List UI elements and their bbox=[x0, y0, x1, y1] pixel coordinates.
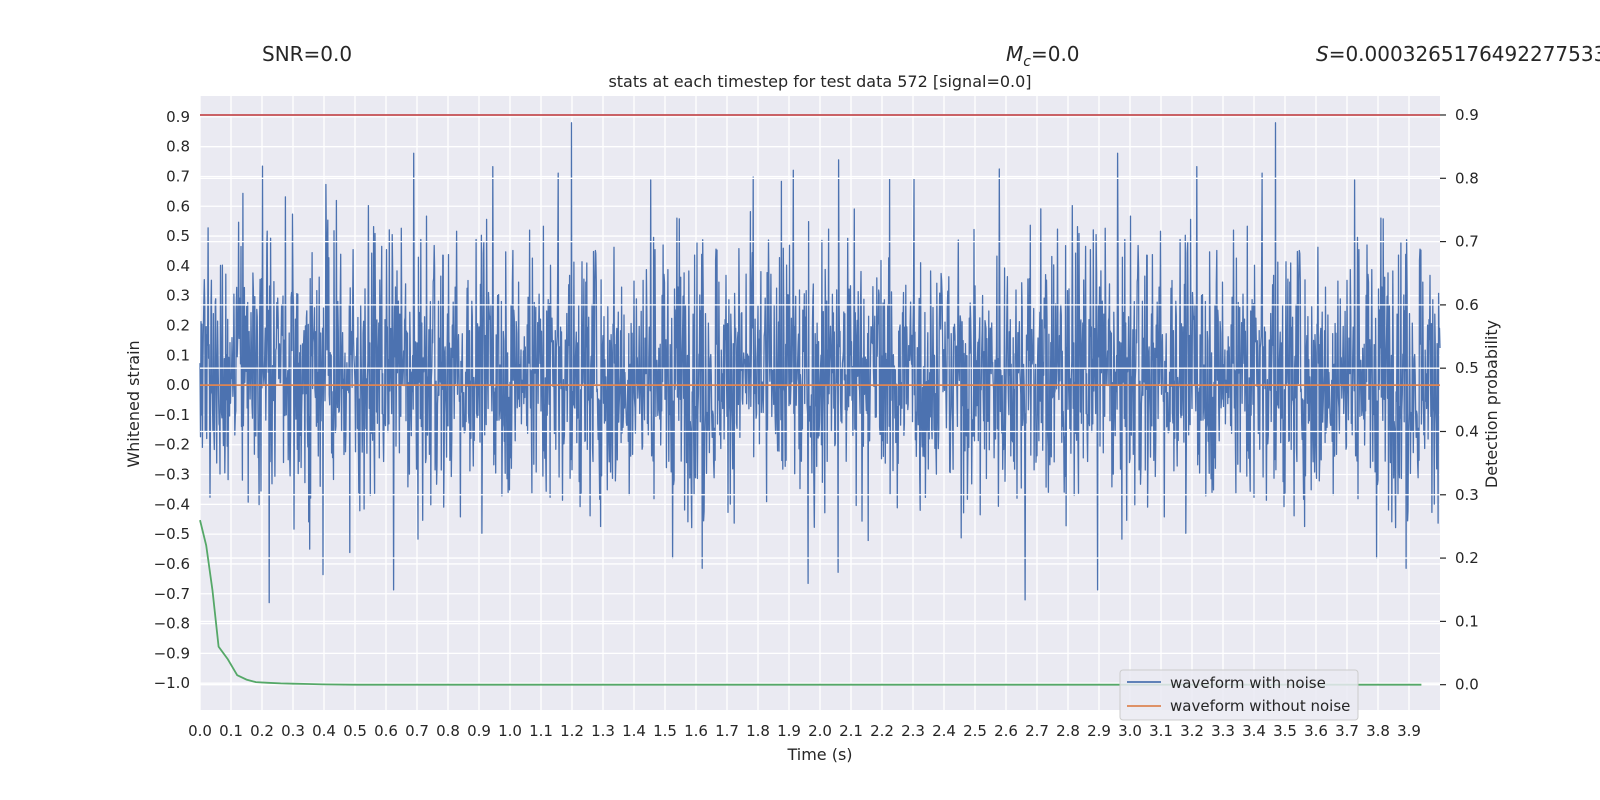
snr-label: SNR=0.0 bbox=[262, 42, 352, 66]
x-tick-label: 0.3 bbox=[281, 722, 305, 740]
overlay-series-layer bbox=[199, 114, 1440, 686]
y-tick-label: 0.2 bbox=[166, 317, 190, 335]
x-tick-label: 3.2 bbox=[1180, 722, 1204, 740]
x-tick-label: 0.8 bbox=[436, 722, 460, 740]
x-tick-label: 0.1 bbox=[219, 722, 243, 740]
x-tick-label: 3.7 bbox=[1335, 722, 1359, 740]
x-tick-label: 1.5 bbox=[653, 722, 677, 740]
x-tick-label: 0.6 bbox=[374, 722, 398, 740]
chirp-mass-label: Mc=0.0 bbox=[1006, 42, 1080, 70]
y-tick-label: −1.0 bbox=[154, 674, 190, 692]
y-axis-label: Whitened strain bbox=[124, 340, 143, 467]
y-tick-label: −0.6 bbox=[154, 555, 190, 573]
x-tick-label: 3.1 bbox=[1149, 722, 1173, 740]
legend-label-waveform-without-noise: waveform without noise bbox=[1170, 697, 1350, 715]
x-tick-label: 3.3 bbox=[1211, 722, 1235, 740]
y2-axis-label: Detection probability bbox=[1482, 320, 1501, 488]
y-tick-label: 0.6 bbox=[166, 197, 190, 215]
y2-tick-label: 0.1 bbox=[1455, 612, 1479, 630]
s-value: =0.0003265176492277533 bbox=[1329, 42, 1600, 66]
x-tick-label: 2.2 bbox=[870, 722, 894, 740]
y-tick-label: −0.3 bbox=[154, 466, 190, 484]
x-tick-label: 1.1 bbox=[529, 722, 553, 740]
chirp-mass-subscript: c bbox=[1023, 54, 1031, 70]
x-tick-label: 1.2 bbox=[560, 722, 584, 740]
plot-area bbox=[199, 96, 1441, 710]
y2-tick-label: 0.2 bbox=[1455, 549, 1479, 567]
y-tick-label: 0.9 bbox=[166, 108, 190, 126]
x-tick-label: 0.7 bbox=[405, 722, 429, 740]
x-tick-label: 3.6 bbox=[1304, 722, 1328, 740]
x-tick-label: 3.8 bbox=[1366, 722, 1390, 740]
y-tick-label: −0.1 bbox=[154, 406, 190, 424]
y2-tick-label: 0.9 bbox=[1455, 106, 1479, 124]
x-tick-label: 1.3 bbox=[591, 722, 615, 740]
x-tick-label: 0.9 bbox=[467, 722, 491, 740]
y-tick-label: 0.5 bbox=[166, 227, 190, 245]
legend-box bbox=[1119, 669, 1359, 721]
s-symbol: S bbox=[1316, 42, 1329, 66]
x-tick-label: 2.5 bbox=[963, 722, 987, 740]
series-detection-probability bbox=[199, 519, 1422, 686]
x-tick-label: 2.1 bbox=[839, 722, 863, 740]
x-tick-label: 1.4 bbox=[622, 722, 646, 740]
x-tick-label: 3.9 bbox=[1397, 722, 1421, 740]
x-tick-label: 1.9 bbox=[777, 722, 801, 740]
x-tick-label: 2.8 bbox=[1056, 722, 1080, 740]
y-tick-label: 0.4 bbox=[166, 257, 190, 275]
x-tick-label: 3.5 bbox=[1273, 722, 1297, 740]
y-tick-label: −0.8 bbox=[154, 615, 190, 633]
x-tick-label: 2.4 bbox=[932, 722, 956, 740]
y-tick-label: −0.2 bbox=[154, 436, 190, 454]
y2-tick-label: 0.5 bbox=[1455, 359, 1479, 377]
y-tick-labels: 0.9 0.8 0.7 0.6 0.5 0.4 0.3 0.2 0.1 0.0 −0.1 −0.2 −0… bbox=[154, 108, 190, 692]
y-tick-label: 0.8 bbox=[166, 138, 190, 156]
x-tick-label: 0.4 bbox=[312, 722, 336, 740]
y2-tick-label: 0.8 bbox=[1455, 169, 1479, 187]
y-tick-label: −0.5 bbox=[154, 525, 190, 543]
y-tick-label: −0.4 bbox=[154, 495, 190, 513]
x-tick-label: 0.2 bbox=[250, 722, 274, 740]
chirp-mass-value: =0.0 bbox=[1031, 42, 1080, 66]
x-tick-label: 1.0 bbox=[498, 722, 522, 740]
y2-tick-label: 0.0 bbox=[1455, 676, 1479, 694]
y-tick-label: −0.9 bbox=[154, 644, 190, 662]
x-tick-label: 2.7 bbox=[1025, 722, 1049, 740]
x-tick-label: 3.4 bbox=[1242, 722, 1266, 740]
y-tick-label: 0.0 bbox=[166, 376, 190, 394]
y2-tick-label: 0.4 bbox=[1455, 422, 1479, 440]
x-tick-label: 1.7 bbox=[715, 722, 739, 740]
x-tick-label: 2.3 bbox=[901, 722, 925, 740]
x-tick-label: 0.5 bbox=[343, 722, 367, 740]
x-tick-label: 3.0 bbox=[1118, 722, 1142, 740]
y2-tick-label: 0.7 bbox=[1455, 233, 1479, 251]
x-axis-label: Time (s) bbox=[786, 745, 852, 764]
x-tick-label: 1.8 bbox=[746, 722, 770, 740]
legend: waveform with noise waveform without noi… bbox=[1119, 669, 1359, 721]
s-label: S=0.0003265176492277533 bbox=[1316, 42, 1600, 66]
x-tick-label: 0.0 bbox=[188, 722, 212, 740]
x-tick-labels: 0.0 0.1 0.2 0.3 0.4 0.5 0.6 0.7 0.8 0.9 1.0 1.1 1.2 1… bbox=[188, 722, 1421, 740]
legend-label-waveform-with-noise: waveform with noise bbox=[1170, 674, 1326, 692]
y2-tick-labels: 0.9 0.8 0.7 0.6 0.5 0.4 0.3 0.2 0.1 0.0 bbox=[1440, 106, 1479, 694]
x-tick-label: 2.9 bbox=[1087, 722, 1111, 740]
y-tick-label: 0.1 bbox=[166, 346, 190, 364]
x-tick-label: 1.6 bbox=[684, 722, 708, 740]
plot-title: stats at each timestep for test data 572… bbox=[608, 72, 1031, 91]
x-tick-label: 2.0 bbox=[808, 722, 832, 740]
y2-tick-label: 0.3 bbox=[1455, 486, 1479, 504]
y2-tick-label: 0.6 bbox=[1455, 296, 1479, 314]
x-tick-label: 2.6 bbox=[994, 722, 1018, 740]
chirp-mass-symbol: M bbox=[1006, 42, 1023, 66]
y-tick-label: 0.7 bbox=[166, 167, 190, 185]
y-tick-label: −0.7 bbox=[154, 585, 190, 603]
y-tick-label: 0.3 bbox=[166, 287, 190, 305]
